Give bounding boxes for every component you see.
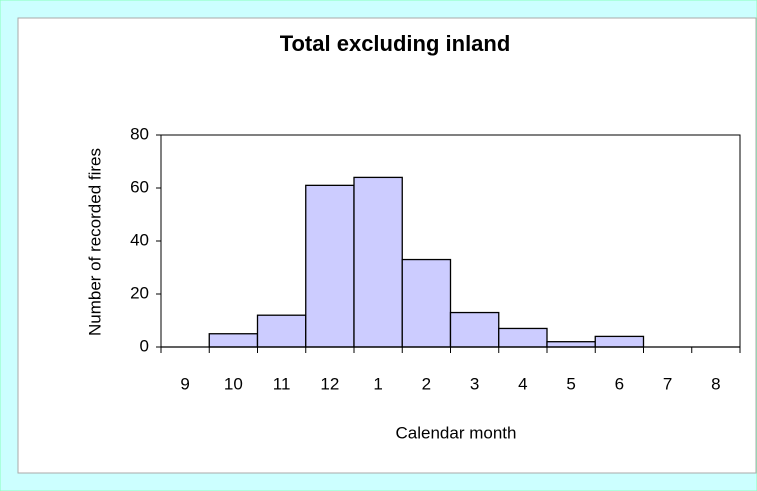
x-tick-label: 11	[273, 374, 291, 393]
y-tick-label: 40	[130, 230, 149, 249]
x-axis-label: Calendar month	[396, 423, 517, 442]
bar	[401, 258, 452, 348]
y-tick-label: 0	[140, 336, 149, 355]
bar	[546, 341, 596, 348]
x-tick-label: 3	[470, 374, 479, 393]
chart-title: Total excluding inland	[280, 31, 511, 56]
x-tick-label: 1	[373, 374, 382, 393]
x-tick-label: 5	[566, 374, 575, 393]
x-tick-label: 9	[180, 374, 189, 393]
x-tick-label: 4	[518, 374, 527, 393]
bar	[594, 335, 645, 348]
x-tick-label: 10	[224, 374, 243, 393]
y-tick-label: 20	[130, 283, 149, 302]
x-tick-label: 7	[663, 374, 672, 393]
x-tick-label: 2	[422, 374, 431, 393]
bar	[353, 176, 403, 348]
x-tick-label: 6	[615, 374, 624, 393]
bar	[449, 311, 500, 348]
bar	[498, 327, 548, 348]
bar	[305, 184, 355, 348]
bar	[208, 333, 259, 348]
y-tick-label: 80	[130, 124, 149, 143]
y-tick-label: 60	[130, 177, 149, 196]
y-axis-label: Number of recorded fires	[85, 148, 104, 336]
x-tick-label: 8	[711, 374, 720, 393]
bar	[256, 314, 307, 348]
x-tick-label: 12	[320, 374, 339, 393]
